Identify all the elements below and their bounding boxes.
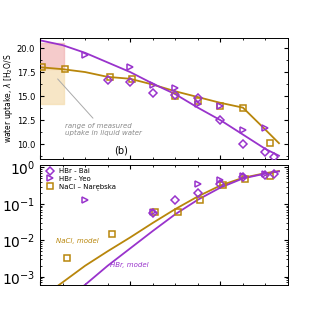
Text: (b): (b) — [115, 146, 128, 156]
Text: NaCl, model: NaCl, model — [56, 238, 99, 244]
Text: HBr, model: HBr, model — [110, 262, 148, 268]
Text: range of measured
uptake in liquid water: range of measured uptake in liquid water — [58, 79, 142, 136]
Y-axis label: water uptake, $\lambda$ [H$_2$O/S: water uptake, $\lambda$ [H$_2$O/S — [2, 54, 15, 143]
Legend: HBr - Bai, HBr - Yeo, NaCl – Narębska: HBr - Bai, HBr - Yeo, NaCl – Narębska — [42, 167, 118, 192]
